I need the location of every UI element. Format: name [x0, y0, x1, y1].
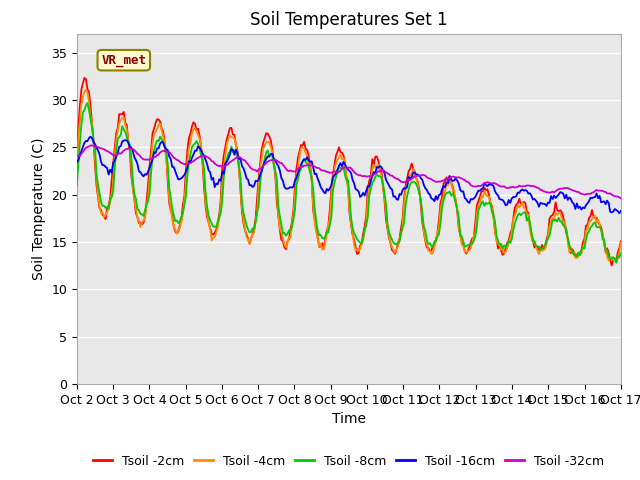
- Tsoil -8cm: [255, 202, 262, 208]
- Line: Tsoil -2cm: Tsoil -2cm: [77, 78, 621, 265]
- Tsoil -4cm: [237, 184, 244, 190]
- Tsoil -16cm: [255, 177, 262, 183]
- Tsoil -32cm: [73, 153, 81, 158]
- Title: Soil Temperatures Set 1: Soil Temperatures Set 1: [250, 11, 447, 29]
- Tsoil -4cm: [73, 168, 81, 174]
- Tsoil -16cm: [617, 208, 625, 214]
- Tsoil -32cm: [255, 167, 262, 172]
- Tsoil -16cm: [616, 210, 623, 216]
- Tsoil -2cm: [312, 226, 320, 232]
- Tsoil -16cm: [588, 195, 596, 201]
- Tsoil -2cm: [237, 187, 244, 193]
- X-axis label: Time: Time: [332, 412, 366, 426]
- Tsoil -4cm: [312, 229, 320, 235]
- Tsoil -4cm: [588, 216, 596, 222]
- Tsoil -8cm: [612, 260, 620, 266]
- Tsoil -8cm: [237, 175, 244, 180]
- Tsoil -16cm: [264, 154, 271, 159]
- Tsoil -16cm: [141, 171, 149, 177]
- Tsoil -2cm: [264, 131, 271, 137]
- Tsoil -8cm: [84, 100, 92, 106]
- Tsoil -32cm: [617, 195, 625, 201]
- Tsoil -32cm: [237, 155, 244, 160]
- Tsoil -2cm: [608, 263, 616, 268]
- Tsoil -4cm: [82, 87, 90, 93]
- Tsoil -2cm: [73, 155, 81, 160]
- Tsoil -8cm: [617, 250, 625, 256]
- Tsoil -2cm: [81, 75, 88, 81]
- Tsoil -8cm: [73, 182, 81, 188]
- Text: VR_met: VR_met: [101, 54, 147, 67]
- Tsoil -16cm: [86, 134, 94, 140]
- Tsoil -32cm: [264, 159, 271, 165]
- Tsoil -8cm: [141, 208, 149, 214]
- Tsoil -4cm: [141, 216, 149, 222]
- Tsoil -8cm: [264, 147, 271, 153]
- Tsoil -2cm: [617, 239, 625, 244]
- Tsoil -16cm: [237, 156, 244, 161]
- Tsoil -4cm: [617, 240, 625, 246]
- Line: Tsoil -4cm: Tsoil -4cm: [77, 90, 621, 261]
- Line: Tsoil -16cm: Tsoil -16cm: [77, 137, 621, 213]
- Line: Tsoil -32cm: Tsoil -32cm: [77, 145, 621, 198]
- Legend: Tsoil -2cm, Tsoil -4cm, Tsoil -8cm, Tsoil -16cm, Tsoil -32cm: Tsoil -2cm, Tsoil -4cm, Tsoil -8cm, Tsoi…: [88, 450, 609, 473]
- Tsoil -32cm: [312, 165, 320, 170]
- Tsoil -32cm: [588, 190, 596, 196]
- Tsoil -32cm: [141, 157, 149, 163]
- Tsoil -16cm: [73, 159, 81, 165]
- Tsoil -4cm: [255, 184, 262, 190]
- Tsoil -2cm: [255, 176, 262, 181]
- Tsoil -8cm: [312, 218, 320, 224]
- Tsoil -16cm: [312, 171, 320, 177]
- Tsoil -2cm: [588, 207, 596, 213]
- Tsoil -2cm: [141, 214, 149, 219]
- Tsoil -8cm: [588, 223, 596, 229]
- Tsoil -32cm: [88, 143, 96, 148]
- Line: Tsoil -8cm: Tsoil -8cm: [77, 103, 621, 263]
- Y-axis label: Soil Temperature (C): Soil Temperature (C): [31, 138, 45, 280]
- Tsoil -4cm: [264, 139, 271, 144]
- Tsoil -4cm: [605, 258, 612, 264]
